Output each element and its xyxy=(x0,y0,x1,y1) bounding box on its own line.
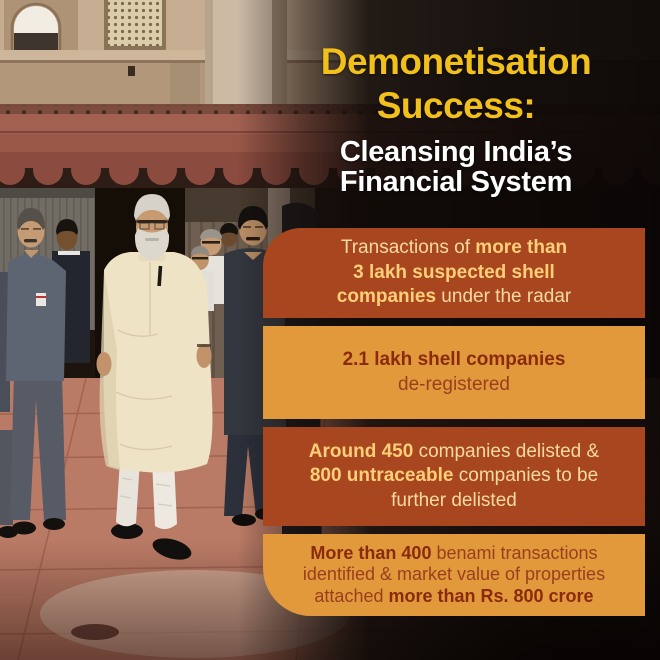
infobox-line: 800 untraceable companies to be xyxy=(309,465,599,487)
infobox-shell-companies-radar: Transactions of more than 3 lakh suspecte… xyxy=(263,228,645,318)
infobox-line: 2.1 lakh shell companies xyxy=(342,349,566,370)
title-block: Demonetisation Success: Cleansing India’… xyxy=(272,40,640,197)
infobox-delisted: Around 450 companies delisted & 800 untra… xyxy=(263,427,645,526)
infobox-deregistered: 2.1 lakh shell companies de-registered xyxy=(263,326,645,419)
title-line-2: Success: xyxy=(376,85,536,126)
subtitle-line-1: Cleansing India’s xyxy=(339,136,573,168)
infobox-line: de-registered xyxy=(398,373,510,395)
infobox-line: Around 450 companies delisted & xyxy=(308,440,600,462)
infobox-line: companies under the radar xyxy=(336,286,572,308)
infobox-line: More than 400 benami transactions xyxy=(310,542,598,563)
infobox-line: attached more than Rs. 800 crore xyxy=(314,585,594,606)
infobox-line: identified & market value of properties xyxy=(302,564,606,585)
title-line-1: Demonetisation xyxy=(320,41,592,82)
subtitle: Cleansing India’s Financial System xyxy=(272,137,640,197)
subtitle-line-2: Financial System xyxy=(339,166,573,198)
infobox-line: further delisted xyxy=(391,489,517,511)
infobox-line: 3 lakh suspected shell xyxy=(353,261,555,283)
infobox-benami: More than 400 benami transactions identif… xyxy=(263,534,645,616)
infobox-line: Transactions of more than xyxy=(340,237,568,259)
